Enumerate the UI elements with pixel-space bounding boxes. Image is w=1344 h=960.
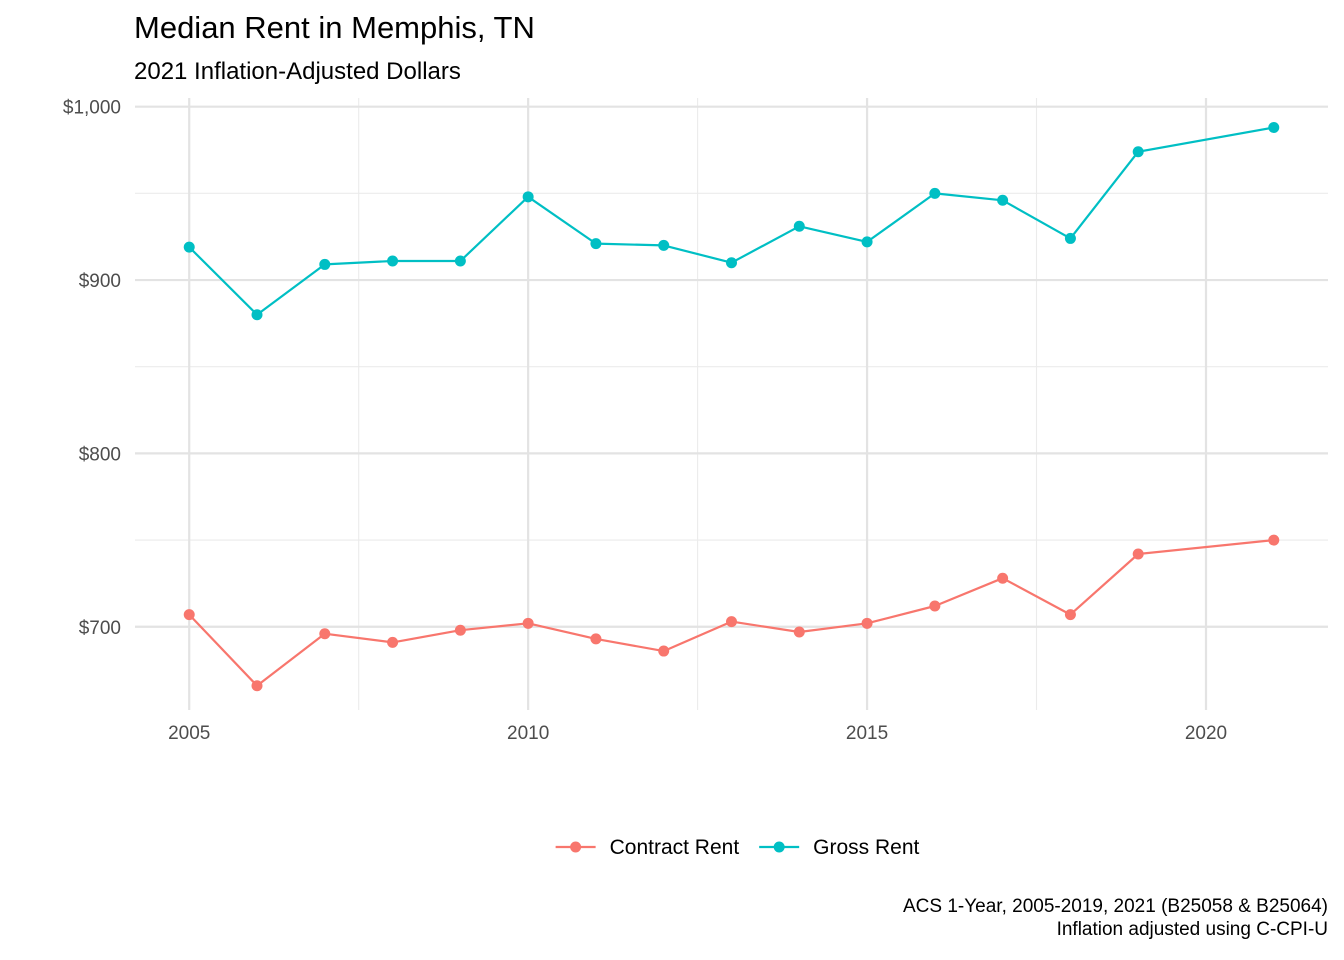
contract-rent-point	[387, 636, 399, 648]
contract-rent-point	[590, 633, 602, 645]
contract-rent-line	[188, 539, 1274, 687]
legend-item-gross-rent: Gross Rent	[759, 836, 920, 859]
gross-rent-point	[183, 241, 195, 253]
gross-rent-point	[1064, 232, 1076, 244]
legend-key-point	[570, 841, 582, 853]
gross-rent-point	[861, 236, 873, 248]
legend-label: Gross Rent	[813, 836, 919, 859]
gross-rent-point	[997, 194, 1009, 206]
gross-rent-point	[319, 258, 331, 270]
y-tick-label: $700	[79, 618, 121, 639]
x-tick-label: 2015	[846, 723, 888, 744]
legend-key-point	[773, 841, 785, 853]
minor-gridlines	[135, 98, 1328, 710]
y-tick-label: $800	[79, 444, 121, 465]
gross-rent-point	[590, 238, 602, 250]
contract-rent-point	[454, 624, 466, 636]
gross-rent-point	[929, 187, 941, 199]
contract-rent-point	[183, 609, 195, 621]
contract-rent-point	[522, 617, 534, 629]
gross-rent-point	[1132, 146, 1144, 158]
y-tick-label: $1,000	[63, 98, 121, 119]
contract-rent-point	[726, 616, 737, 628]
chart-subtitle: 2021 Inflation-Adjusted Dollars	[134, 58, 461, 85]
contract-rent-point	[1064, 609, 1076, 621]
gross-rent-point	[387, 255, 399, 267]
caption-line-2: Inflation adjusted using C-CPI-U	[1056, 919, 1328, 940]
gross-rent-line	[188, 126, 1274, 316]
gross-rent-point	[454, 255, 466, 267]
x-tick-label: 2005	[168, 723, 210, 744]
series-layer	[183, 121, 1280, 692]
contract-rent-point	[1268, 534, 1280, 546]
gross-rent-point	[726, 257, 737, 269]
gross-rent-point	[793, 220, 805, 232]
legend-label: Contract Rent	[610, 836, 740, 859]
x-axis-tick-labels: 2005 2010 2015 2020	[168, 723, 1227, 744]
legend: Contract Rent Gross Rent	[555, 836, 920, 859]
contract-rent-point	[251, 680, 263, 692]
x-tick-label: 2020	[1185, 723, 1227, 744]
contract-rent-point	[997, 572, 1009, 584]
x-tick-label: 2010	[507, 723, 549, 744]
chart-caption: ACS 1-Year, 2005-2019, 2021 (B25058 & B2…	[903, 895, 1328, 941]
caption-line-1: ACS 1-Year, 2005-2019, 2021 (B25058 & B2…	[902, 896, 1328, 917]
gross-rent-point	[522, 191, 534, 203]
y-axis-tick-labels: $700 $800 $900 $1,000	[63, 98, 121, 639]
contract-rent-point	[319, 628, 331, 640]
contract-rent-point	[861, 617, 873, 629]
gross-rent-point	[251, 309, 263, 321]
contract-rent-point	[1132, 548, 1144, 560]
chart-title: Median Rent in Memphis, TN	[134, 10, 535, 45]
contract-rent-point	[658, 645, 670, 657]
contract-rent-point	[929, 600, 941, 612]
gross-rent-point	[658, 239, 670, 251]
contract-rent-point	[793, 626, 805, 638]
gross-rent-point	[1268, 121, 1280, 133]
y-tick-label: $900	[79, 271, 121, 292]
legend-item-contract-rent: Contract Rent	[555, 836, 740, 859]
